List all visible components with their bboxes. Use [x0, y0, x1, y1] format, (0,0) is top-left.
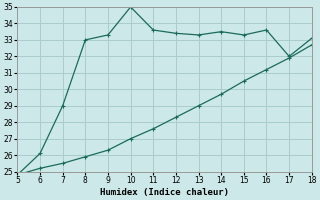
X-axis label: Humidex (Indice chaleur): Humidex (Indice chaleur) — [100, 188, 229, 197]
